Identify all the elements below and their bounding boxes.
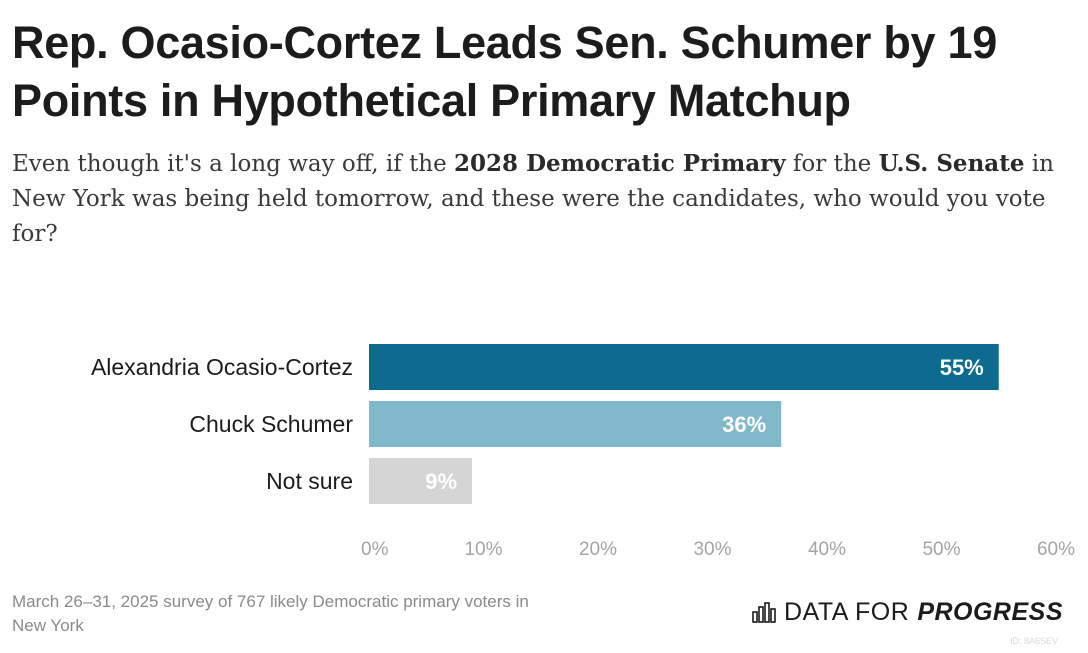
chart-subtitle: Even though it's a long way off, if the … (12, 146, 1072, 252)
x-tick-label: 60% (1037, 539, 1075, 560)
chart-title: Rep. Ocasio-Cortez Leads Sen. Schumer by… (12, 17, 997, 126)
x-tick-label: 40% (808, 539, 846, 560)
subtitle-text-3: in New York was being held tomorrow, and… (12, 151, 1054, 247)
x-tick-label: 30% (693, 539, 731, 560)
subtitle-text-1: Even though it's a long way off, if the (12, 151, 455, 177)
bar-chart-icon (752, 602, 776, 623)
category-label: Chuck Schumer (189, 411, 353, 437)
chart-id: ID: 8A6SEV (1009, 636, 1058, 646)
value-label: 55% (940, 355, 984, 380)
subtitle-text-2: for the (785, 151, 879, 177)
logo-text-bold: PROGRESS (917, 597, 1064, 626)
logo-text-light: DATA FOR (784, 597, 910, 626)
category-label: Alexandria Ocasio-Cortez (91, 354, 353, 380)
x-tick-label: 50% (922, 539, 960, 560)
category-label: Not sure (266, 468, 353, 494)
x-tick-label: 20% (579, 539, 617, 560)
value-label: 9% (425, 469, 457, 494)
subtitle-bold-1: 2028 Democratic Primary (454, 150, 786, 177)
x-tick-label: 0% (361, 539, 389, 560)
survey-footnote: March 26–31, 2025 survey of 767 likely D… (12, 592, 529, 635)
subtitle-bold-2: U.S. Senate (878, 150, 1025, 177)
bar-chuck-schumer (369, 401, 782, 447)
value-label: 36% (722, 412, 766, 437)
bar-not-sure (369, 458, 473, 504)
x-tick-label: 10% (464, 539, 502, 560)
bar-alexandria-ocasio-cortez (369, 344, 999, 390)
data-for-progress-logo: DATA FOR PROGRESS (752, 596, 1063, 628)
bar-chart: Alexandria Ocasio-Cortez 55% Chuck Schumer… (91, 344, 1075, 560)
